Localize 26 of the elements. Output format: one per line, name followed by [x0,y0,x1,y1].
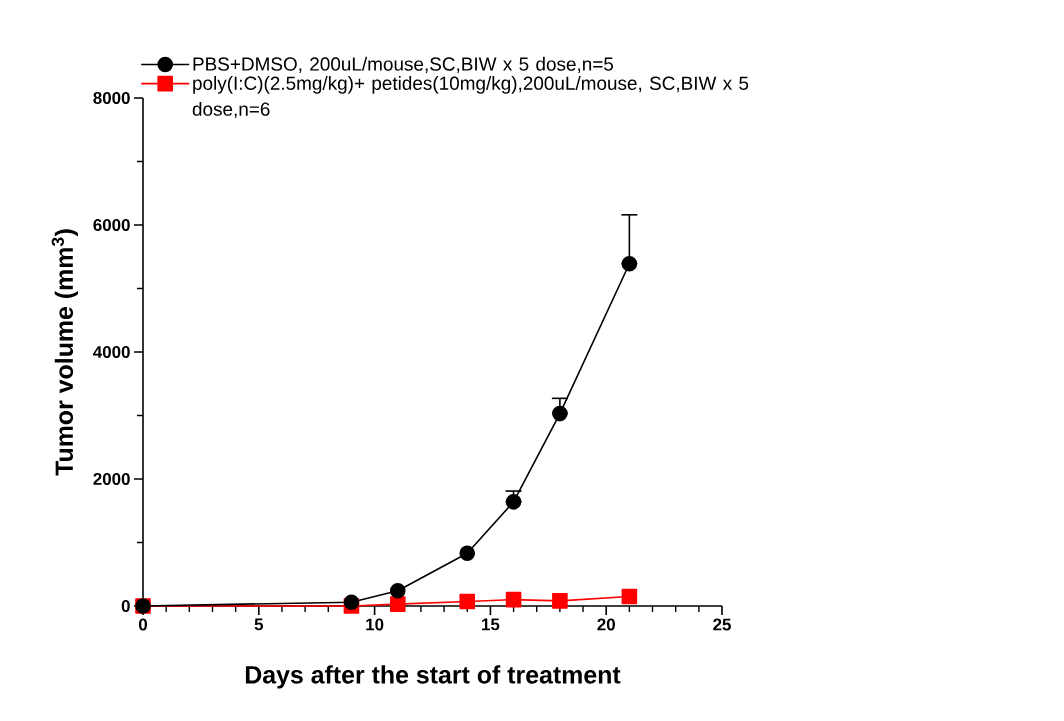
point [505,591,522,608]
x-tick-label: 25 [713,618,731,631]
point [343,594,360,610]
x-tick-label: 15 [482,618,500,631]
point [505,494,522,510]
y-tick-label: 8000 [93,91,130,104]
legend-label: poly(I:C)(2.5mg/kg)+ petides(10mg/kg),200uL/mouse, SC,BIW x 5 dose,n=6 [192,76,749,119]
x-tick-label: 0 [138,618,148,631]
point [459,593,476,610]
point [552,593,568,609]
x-tick-label: 20 [597,618,615,631]
x-tick-label: 10 [366,618,384,631]
y-tick-label: 4000 [93,345,130,358]
point [389,596,406,612]
point [621,588,638,605]
legend-label: PBS+DMSO, 200uL/mouse,SC,BIW x 5 dose,n=5 [193,56,614,73]
point [459,545,476,562]
point [389,582,406,599]
point [621,255,638,272]
point [552,405,568,422]
x-axis-title: Days after the start of treatment [245,665,621,689]
x-tick-label: 5 [254,618,264,631]
y-tick-label: 2000 [93,472,130,485]
y-tick-label: 6000 [93,218,130,231]
y-tick-label: 0 [121,599,130,612]
y-axis-title: Tumor volume (mm$^{3}$) [51,229,78,476]
